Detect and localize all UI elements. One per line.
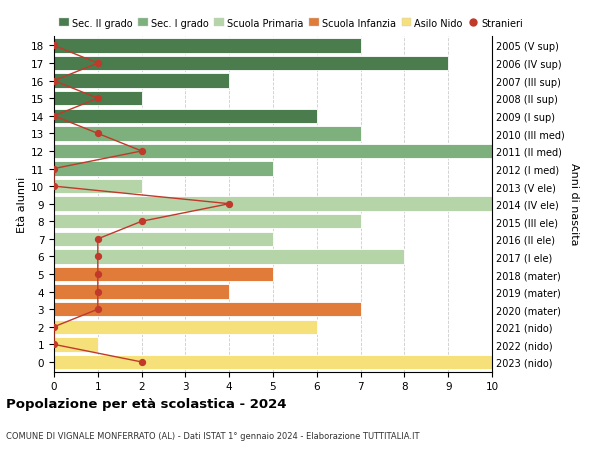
Point (137, 218, 146, 225)
Bar (54, 57, 448, 71)
Bar (54, 302, 361, 317)
Text: COMUNE DI VIGNALE MONFERRATO (AL) - Dati ISTAT 1° gennaio 2024 - Elaborazione TU: COMUNE DI VIGNALE MONFERRATO (AL) - Dati… (6, 431, 419, 441)
Point (49, 341, 59, 348)
Bar (54, 109, 317, 124)
Point (93, 271, 103, 278)
Bar (54, 337, 98, 352)
Bar (54, 215, 361, 229)
Bar (54, 162, 273, 176)
Point (93, 306, 103, 313)
Legend: Sec. II grado, Sec. I grado, Scuola Primaria, Scuola Infanzia, Asilo Nido, Stran: Sec. II grado, Sec. I grado, Scuola Prim… (59, 18, 523, 28)
Bar (54, 127, 361, 141)
Y-axis label: Anni di nascita: Anni di nascita (569, 163, 579, 246)
Point (93, 60, 103, 67)
Point (49, 324, 59, 331)
Bar (54, 179, 142, 194)
Point (137, 358, 146, 366)
Point (93, 288, 103, 296)
Bar (54, 355, 492, 369)
Text: Popolazione per età scolastica - 2024: Popolazione per età scolastica - 2024 (6, 397, 287, 410)
Y-axis label: Età alunni: Età alunni (17, 176, 27, 232)
Bar (54, 320, 317, 334)
Bar (54, 74, 229, 89)
Point (49, 43, 59, 50)
Bar (54, 197, 492, 212)
Point (49, 113, 59, 120)
Point (49, 78, 59, 85)
Point (93, 95, 103, 103)
Point (93, 130, 103, 138)
Point (137, 148, 146, 155)
Point (49, 166, 59, 173)
Bar (54, 232, 273, 246)
Bar (54, 250, 404, 264)
Bar (54, 145, 492, 159)
Point (93, 253, 103, 261)
Point (224, 201, 234, 208)
Bar (54, 285, 229, 299)
Bar (54, 267, 273, 282)
Point (49, 183, 59, 190)
Point (93, 235, 103, 243)
Bar (54, 92, 142, 106)
Bar (54, 39, 361, 54)
